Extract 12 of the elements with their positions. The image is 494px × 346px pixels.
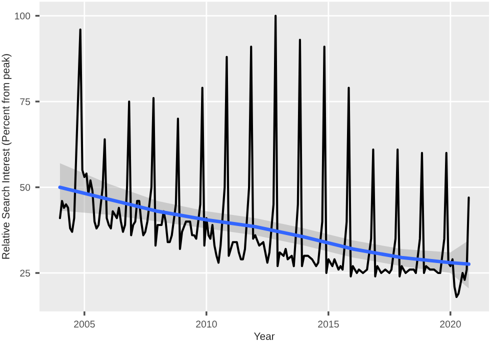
x-tick-label: 2020	[440, 320, 461, 328]
line-series	[58, 186, 470, 266]
y-tick-label: 75	[20, 98, 30, 106]
y-tick-label: 50	[20, 184, 30, 191]
y-tick-label: 100	[15, 12, 30, 20]
line-series	[58, 14, 470, 298]
x-tick-label: 2010	[196, 320, 217, 328]
y-tick-label: 25	[20, 270, 30, 277]
y-axis-title: Relative Search Interest (Percent from peak)	[2, 54, 12, 259]
x-axis-title: Year	[254, 332, 275, 340]
x-tick-label: 2015	[318, 320, 339, 328]
x-tick-label: 2005	[74, 320, 95, 328]
